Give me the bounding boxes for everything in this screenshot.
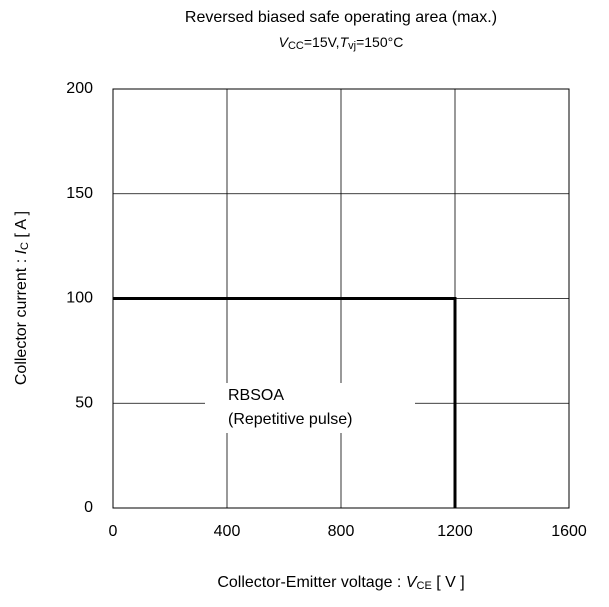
annotation-box: [205, 383, 415, 433]
x-tick-label: 1200: [437, 523, 473, 540]
x-tick-label: 0: [109, 523, 118, 540]
annotation: RBSOA: [228, 387, 284, 404]
series-line: [113, 297, 457, 508]
y-tick-label: 150: [66, 185, 93, 202]
chart-title: Reversed biased safe operating area (max…: [185, 9, 497, 26]
y-tick-label: 200: [66, 80, 93, 97]
annotation: (Repetitive pulse): [228, 411, 353, 428]
y-tick-label: 0: [84, 499, 93, 516]
y-axis-label: Collector current : IC [ A ]: [13, 211, 31, 385]
y-tick-label: 50: [75, 394, 93, 411]
x-axis-label: Collector-Emitter voltage : VCE [ V ]: [217, 574, 464, 592]
x-tick-label: 400: [214, 523, 241, 540]
chart-subtitle: VCC=15V,Tvj=150°C: [279, 34, 404, 52]
x-tick-label: 800: [328, 523, 355, 540]
y-tick-label: 100: [66, 290, 93, 307]
x-tick-label: 1600: [551, 523, 587, 540]
